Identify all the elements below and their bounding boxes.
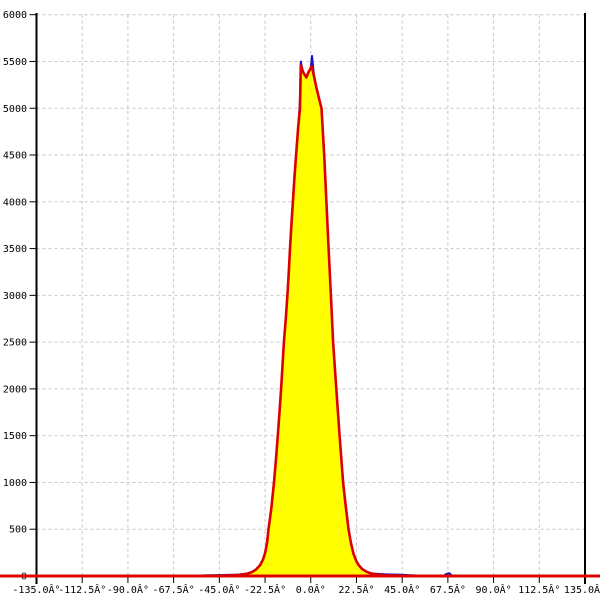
y-tick-label: 6000 — [3, 10, 27, 21]
x-tick-label: 90.0Â° — [476, 583, 512, 596]
y-tick-label: 5500 — [3, 57, 27, 68]
x-tick-label: -90.0Â° — [107, 583, 149, 596]
y-tick-label: 2500 — [3, 338, 27, 349]
x-tick-label: -112.5Â° — [58, 583, 106, 596]
x-tick-label: -135.0Â° — [12, 583, 60, 596]
yellow-area-fill — [36, 65, 585, 576]
x-tick-label: 45.0Â° — [384, 583, 420, 596]
y-tick-label: 500 — [9, 525, 27, 536]
y-tick-label: 2000 — [3, 384, 27, 395]
x-tick-label: 135.0Â° — [564, 583, 600, 596]
y-tick-label: 1000 — [3, 478, 27, 489]
x-tick-label: -67.5Â° — [153, 583, 195, 596]
y-tick-label: 4000 — [3, 197, 27, 208]
x-tick-label: 112.5Â° — [518, 583, 560, 596]
x-tick-label: 0.0Â° — [296, 583, 326, 596]
y-tick-label: 3000 — [3, 291, 27, 302]
x-tick-label: -22.5Â° — [244, 583, 286, 596]
y-tick-label: 3500 — [3, 244, 27, 255]
x-tick-label: 67.5Â° — [430, 583, 466, 596]
y-tick-label: 1500 — [3, 431, 27, 442]
red-series-line — [36, 63, 585, 578]
x-tick-label: -45.0Â° — [198, 583, 240, 596]
x-tick-label: 22.5Â° — [338, 583, 374, 596]
y-tick-label: 5000 — [3, 104, 27, 115]
y-tick-label: 4500 — [3, 151, 27, 162]
